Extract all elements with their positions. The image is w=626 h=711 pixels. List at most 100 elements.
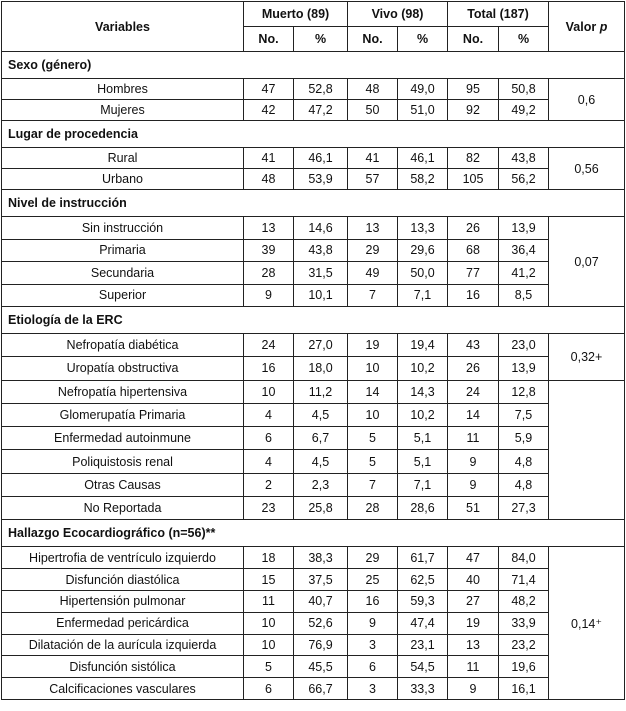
table-row: Hipertrofia de ventrículo izquierdo 18 38,…	[1, 546, 625, 700]
count-cell: 15	[243, 568, 294, 591]
table-row: No Reportada 23 25,8 28 28,6 51 27,3	[1, 496, 625, 521]
header-no: No.	[347, 26, 398, 52]
row-label: Hipertensión pulmonar	[1, 589, 244, 613]
percent-cell: 84,0	[498, 546, 549, 570]
count-cell: 5	[347, 449, 398, 474]
table-row: Primaria 39 43,8 29 29,6 68 36,4	[1, 238, 625, 262]
count-cell: 41	[347, 147, 398, 169]
count-cell: 10	[347, 402, 398, 428]
percent-cell: 25,8	[293, 496, 348, 521]
count-cell: 105	[447, 168, 499, 190]
percent-cell: 27,3	[498, 496, 549, 521]
header-no: No.	[447, 26, 499, 52]
p-italic: p	[599, 19, 608, 34]
percent-cell: 58,2	[397, 168, 448, 190]
percent-cell: 53,9	[293, 168, 348, 190]
count-cell: 49	[347, 261, 398, 285]
percent-cell: 14,3	[397, 379, 448, 404]
table-body: Sexo (género) Hombres 47 52,8 48 49,0 95 50,8 0,…	[1, 51, 625, 700]
row-label: Uropatía obstructiva	[1, 356, 244, 381]
percent-cell: 61,7	[397, 546, 448, 570]
count-cell: 24	[447, 379, 499, 404]
percent-cell: 23,0	[498, 332, 549, 358]
count-cell: 19	[347, 332, 398, 358]
count-cell: 47	[243, 78, 294, 100]
p-value-cell: 0,14⁺	[548, 546, 625, 700]
count-cell: 9	[447, 472, 499, 498]
count-cell: 51	[447, 496, 499, 521]
table-row: Glomerupatía Primaria 4 4,5 10 10,2 14 7,5	[1, 402, 625, 428]
table-row: Rural 41 46,1 41 46,1 82 43,8 0,56	[1, 147, 625, 190]
count-cell: 11	[447, 655, 499, 679]
count-cell: 3	[347, 677, 398, 700]
percent-cell: 45,5	[293, 655, 348, 679]
count-cell: 27	[447, 589, 499, 613]
percent-cell: 36,4	[498, 238, 549, 262]
percent-cell: 54,5	[397, 655, 448, 679]
count-cell: 7	[347, 283, 398, 307]
table-row: Hombres 47 52,8 48 49,0 95 50,8 0,6	[1, 78, 625, 121]
row-label: Otras Causas	[1, 472, 244, 498]
percent-cell: 13,3	[397, 216, 448, 240]
header-muerto: Muerto (89)	[243, 1, 348, 27]
row-label: Superior	[1, 283, 244, 307]
percent-cell: 49,0	[397, 78, 448, 100]
percent-cell: 14,6	[293, 216, 348, 240]
count-cell: 95	[447, 78, 499, 100]
count-cell: 11	[243, 589, 294, 613]
percent-cell: 56,2	[498, 168, 549, 190]
row-label: Sin instrucción	[1, 216, 244, 240]
percent-cell: 49,2	[498, 99, 549, 121]
count-cell: 25	[347, 568, 398, 591]
count-cell: 13	[347, 216, 398, 240]
count-cell: 68	[447, 238, 499, 262]
p-value-cell	[548, 379, 625, 521]
percent-cell: 33,3	[397, 677, 448, 700]
p-label: Valor	[565, 19, 600, 34]
percent-cell: 71,4	[498, 568, 549, 591]
count-cell: 48	[347, 78, 398, 100]
percent-cell: 7,5	[498, 402, 549, 428]
row-label: Hombres	[1, 78, 244, 100]
section-title: Nivel de instrucción	[1, 189, 625, 217]
percent-cell: 7,1	[397, 283, 448, 307]
table-row: Enfermedad autoinmune 6 6,7 5 5,1 11 5,9	[1, 426, 625, 451]
count-cell: 19	[447, 611, 499, 635]
header-pct: %	[397, 26, 448, 52]
row-label: Poliquistosis renal	[1, 449, 244, 474]
count-cell: 13	[447, 633, 499, 657]
row-label: Urbano	[1, 168, 244, 190]
count-cell: 2	[243, 472, 294, 498]
count-cell: 10	[243, 611, 294, 635]
percent-cell: 19,4	[397, 332, 448, 358]
results-table: Variables Muerto (89) Vivo (98) Total (1…	[1, 1, 625, 700]
row-label: Calcificaciones vasculares	[1, 677, 244, 700]
count-cell: 40	[447, 568, 499, 591]
row-label: No Reportada	[1, 496, 244, 521]
percent-cell: 43,8	[293, 238, 348, 262]
row-label: Enfermedad autoinmune	[1, 426, 244, 451]
header-pct: %	[293, 26, 348, 52]
count-cell: 11	[447, 426, 499, 451]
percent-cell: 28,6	[397, 496, 448, 521]
count-cell: 42	[243, 99, 294, 121]
count-cell: 7	[347, 472, 398, 498]
count-cell: 77	[447, 261, 499, 285]
percent-cell: 11,2	[293, 379, 348, 404]
count-cell: 10	[243, 379, 294, 404]
percent-cell: 10,1	[293, 283, 348, 307]
table-row: Disfunción sistólica 5 45,5 6 54,5 11 19,6	[1, 655, 625, 679]
percent-cell: 18,0	[293, 356, 348, 381]
table-row: Calcificaciones vasculares 6 66,7 3 33,3 9 16,…	[1, 677, 625, 700]
percent-cell: 37,5	[293, 568, 348, 591]
header-no: No.	[243, 26, 294, 52]
percent-cell: 47,4	[397, 611, 448, 635]
percent-cell: 4,5	[293, 402, 348, 428]
row-label: Glomerupatía Primaria	[1, 402, 244, 428]
percent-cell: 50,8	[498, 78, 549, 100]
p-value-cell: 0,6	[548, 78, 625, 121]
percent-cell: 52,6	[293, 611, 348, 635]
percent-cell: 16,1	[498, 677, 549, 700]
count-cell: 43	[447, 332, 499, 358]
count-cell: 50	[347, 99, 398, 121]
